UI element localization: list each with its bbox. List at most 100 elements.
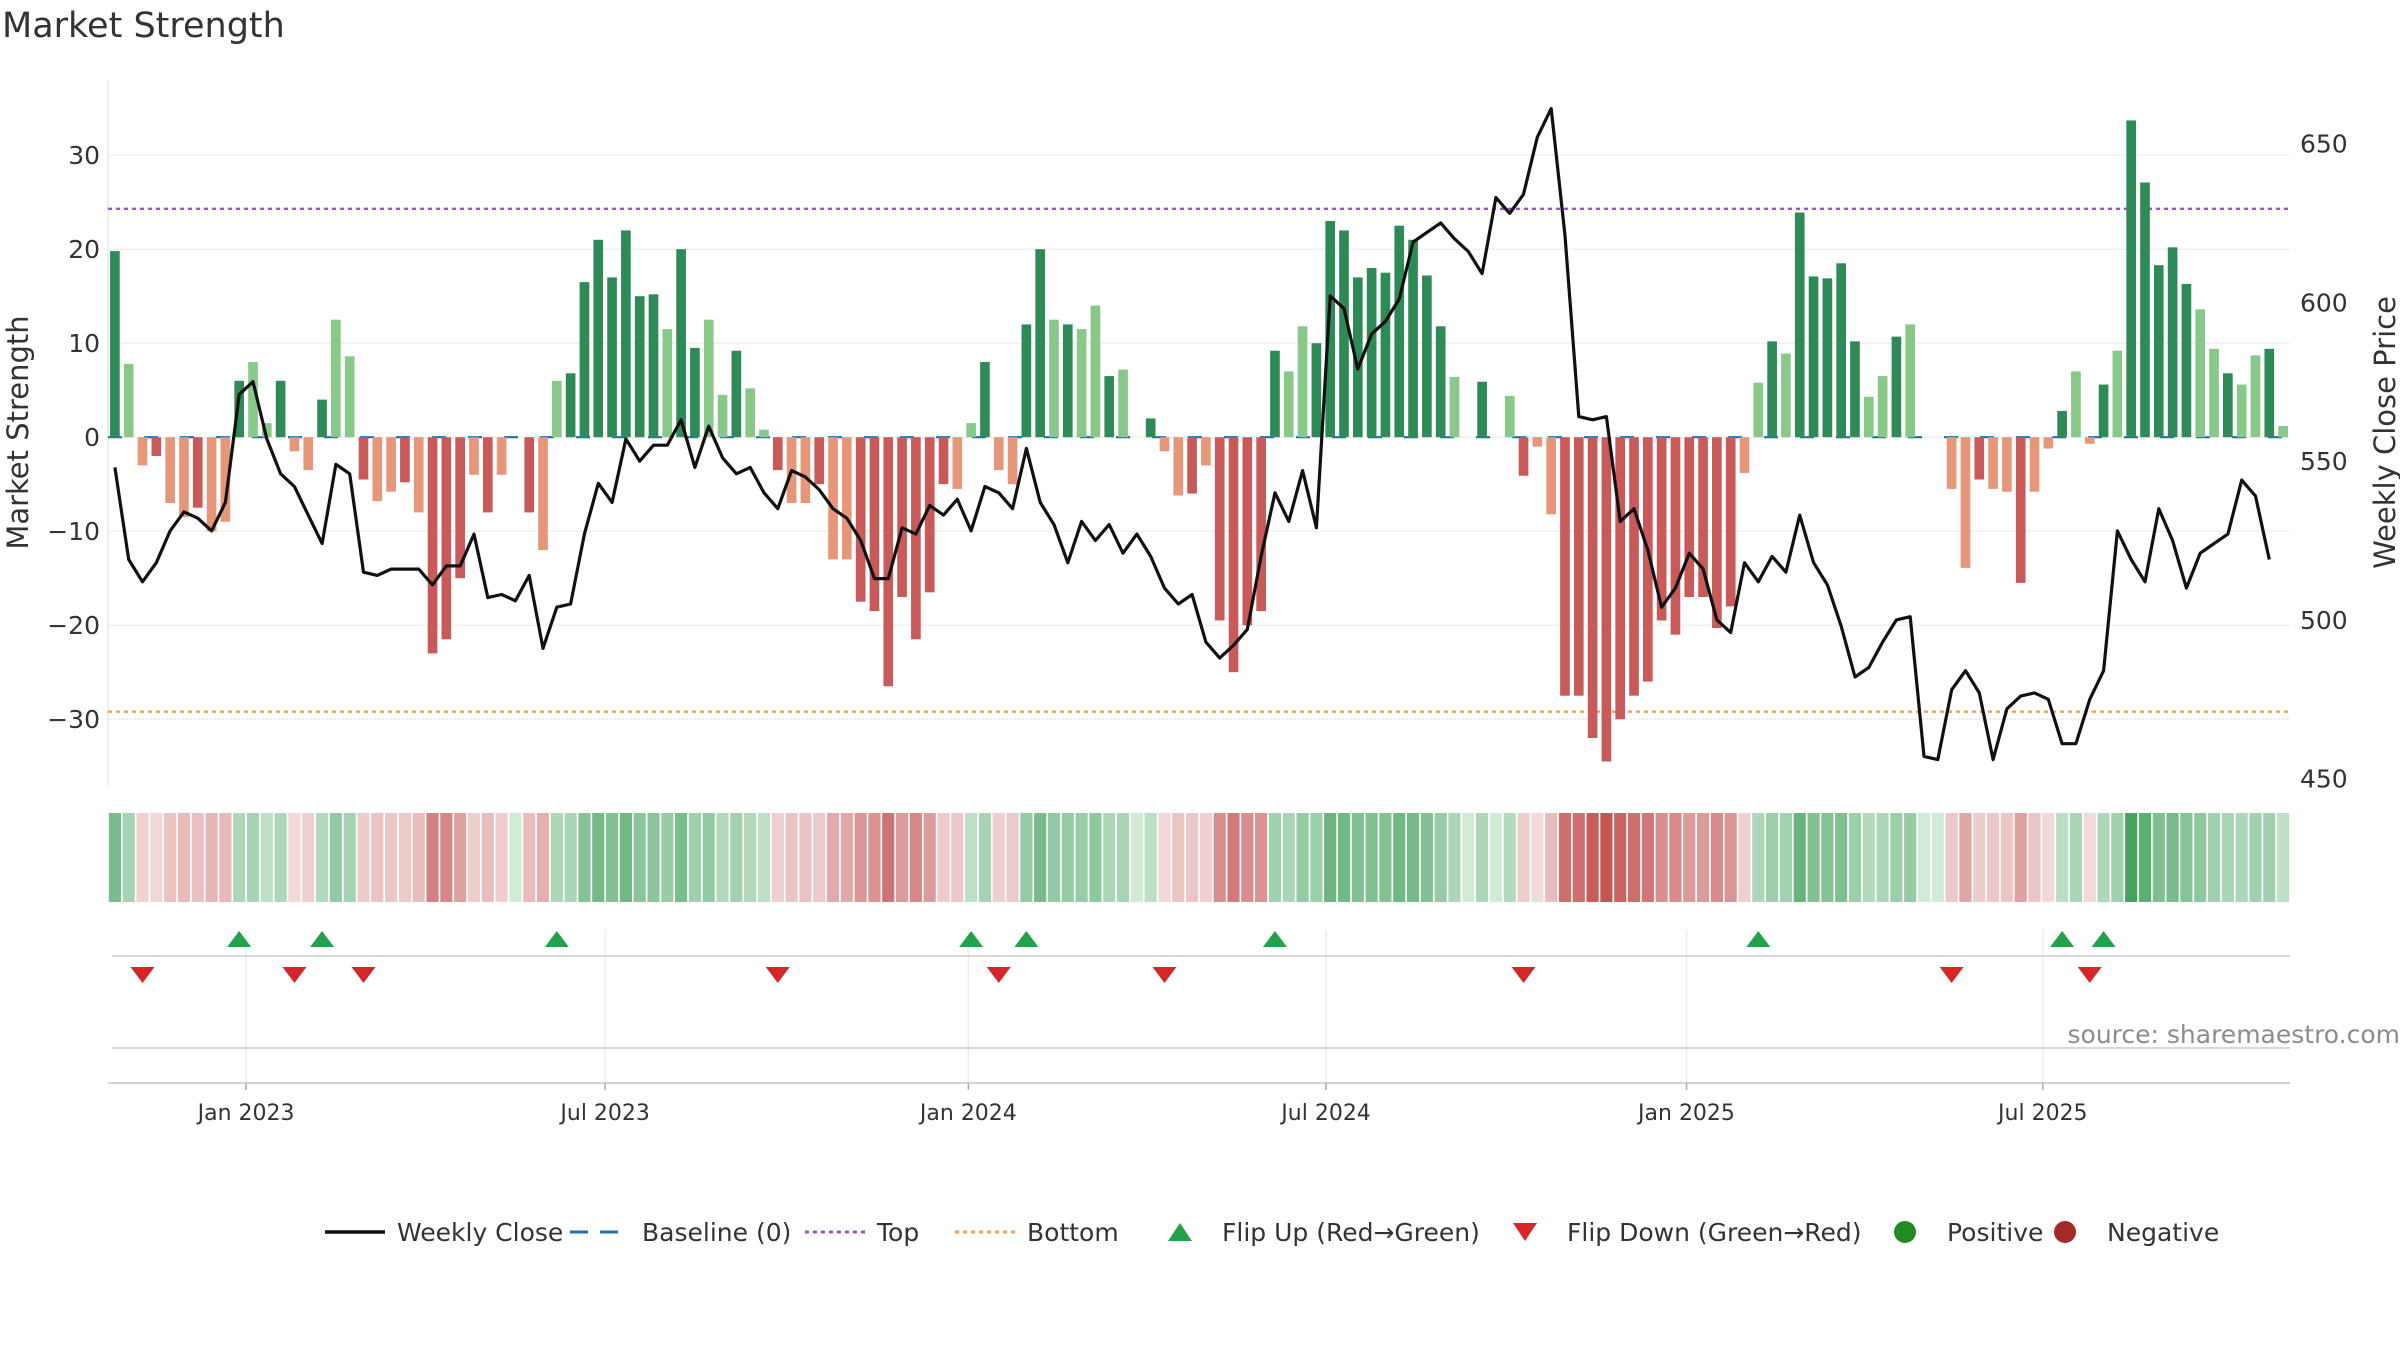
heat-cell xyxy=(647,813,660,902)
x-tick-label: Jul 2024 xyxy=(1279,1101,1371,1126)
strength-bar xyxy=(1352,277,1363,438)
heat-cell xyxy=(1158,813,1171,902)
heat-cell xyxy=(1627,813,1641,902)
x-axis: Jan 2023 Jul 2023 Jan 2024 Jul 2024 Jan 2025… xyxy=(108,1082,2290,1126)
heat-cell xyxy=(467,813,481,902)
heat-cell xyxy=(1324,813,1337,902)
left-tick-label: 0 xyxy=(84,423,100,452)
heat-cell xyxy=(2042,813,2055,902)
strength-bar xyxy=(469,437,479,475)
strength-bar xyxy=(496,437,507,475)
strength-bar xyxy=(1836,263,1847,438)
right-tick-label: 600 xyxy=(2300,288,2348,317)
heat-cell xyxy=(1213,813,1226,902)
heat-cell xyxy=(1793,813,1806,902)
heat-cell xyxy=(426,813,439,902)
left-tick-label: 10 xyxy=(68,329,100,358)
heat-cell xyxy=(605,813,619,902)
heat-cell xyxy=(1600,813,1613,902)
strength-bar xyxy=(1270,350,1280,438)
strength-bar xyxy=(1684,437,1695,597)
strength-bar xyxy=(331,319,341,438)
heat-cell xyxy=(2138,813,2152,902)
heat-cell xyxy=(1959,813,1972,902)
heat-cell xyxy=(1876,813,1889,902)
strength-bar xyxy=(1366,268,1377,438)
heat-cell xyxy=(1255,813,1268,902)
heat-cell xyxy=(246,813,260,902)
heat-cell xyxy=(1503,813,1516,902)
left-tick-label: −10 xyxy=(47,517,100,546)
heat-cell xyxy=(619,813,632,902)
heat-cell xyxy=(1752,813,1765,902)
heat-cell xyxy=(923,813,936,902)
strength-bar xyxy=(1573,437,1584,696)
heat-cell xyxy=(2056,813,2069,902)
heat-cell xyxy=(523,813,536,902)
heat-cell xyxy=(385,813,398,902)
strength-bar xyxy=(2112,350,2123,438)
strength-bar xyxy=(1739,437,1750,473)
legend-item: Weekly Close xyxy=(325,1218,563,1247)
heat-cell xyxy=(937,813,950,902)
strength-bar xyxy=(1076,329,1087,438)
strength-bars xyxy=(110,120,2288,762)
legend-swatch xyxy=(1513,1223,1537,1241)
strength-bar xyxy=(2195,309,2206,438)
strength-bar xyxy=(1118,369,1128,438)
strength-bar xyxy=(137,437,148,466)
heat-cell xyxy=(1931,813,1944,902)
heat-cell xyxy=(661,813,674,902)
heat-cell xyxy=(1268,813,1282,902)
heat-cell xyxy=(1144,813,1157,902)
heat-cell xyxy=(2014,813,2027,902)
strength-bar xyxy=(1974,437,1985,480)
strength-bar xyxy=(441,437,452,640)
flip-up-marker xyxy=(544,931,569,947)
legend-item: Positive xyxy=(1894,1218,2043,1247)
strength-bar xyxy=(261,423,272,438)
heat-cell xyxy=(1172,813,1185,902)
heat-cell xyxy=(1586,813,1599,902)
heat-cell xyxy=(1365,813,1378,902)
heat-cell xyxy=(1047,813,1061,902)
heat-cell xyxy=(854,813,867,902)
strength-bar xyxy=(1767,341,1777,438)
heat-cell xyxy=(233,813,246,902)
strength-bar xyxy=(165,437,175,503)
legend-label: Negative xyxy=(2107,1218,2219,1247)
strength-bar xyxy=(524,437,535,513)
heat-cell xyxy=(688,813,702,902)
strength-bar xyxy=(1642,437,1653,682)
heat-cell xyxy=(2277,813,2290,902)
heat-cell xyxy=(205,813,218,902)
strength-bar xyxy=(1408,239,1418,438)
heat-cell xyxy=(868,813,881,902)
strength-bar xyxy=(1822,278,1833,438)
heat-cell xyxy=(592,813,605,902)
heat-cell xyxy=(1116,813,1130,902)
strength-bar xyxy=(179,437,189,518)
heat-cell xyxy=(675,813,688,902)
strength-bar xyxy=(1905,324,1916,438)
flip-up-marker xyxy=(1746,931,1771,947)
heat-cell xyxy=(481,813,494,902)
heat-cell xyxy=(1614,813,1627,902)
strength-bar xyxy=(1104,376,1115,438)
strength-bar xyxy=(427,437,438,654)
strength-bar xyxy=(1587,437,1598,738)
heat-cell xyxy=(1973,813,1986,902)
heat-cell xyxy=(440,813,453,902)
heat-cell xyxy=(1020,813,1033,902)
heat-cell xyxy=(813,813,826,902)
strength-bar xyxy=(2250,355,2261,438)
heat-cell xyxy=(840,813,853,902)
heat-cell xyxy=(896,813,909,902)
heat-cell xyxy=(2125,813,2138,902)
strength-bar xyxy=(1090,305,1101,438)
strength-bar xyxy=(2278,425,2288,438)
flip-down-marker xyxy=(130,967,155,983)
left-axis-title: Market Strength xyxy=(1,315,35,549)
strength-bar xyxy=(123,363,134,438)
strength-bar xyxy=(386,437,396,492)
